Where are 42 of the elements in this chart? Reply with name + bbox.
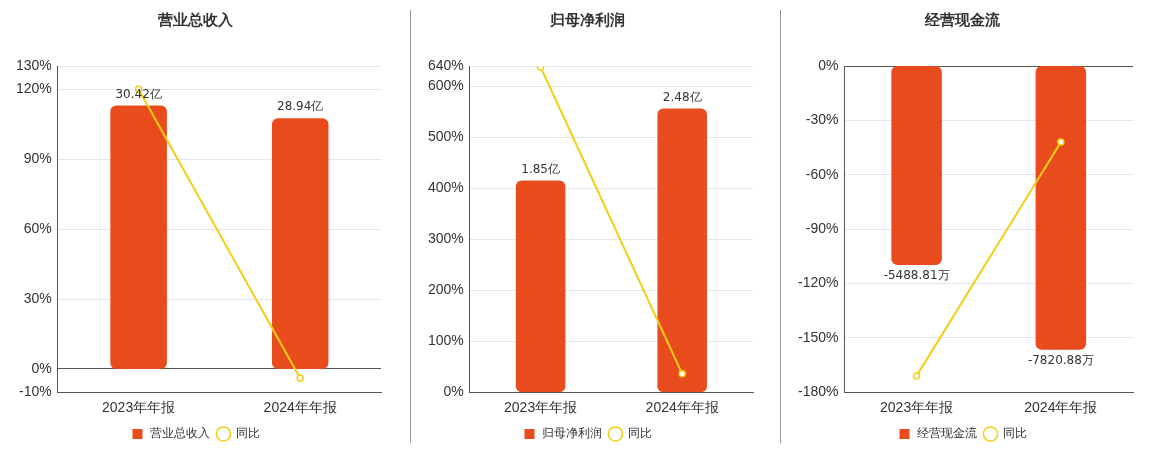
legend-label: 同比 (235, 426, 260, 441)
y-tick-label: 90% (23, 150, 52, 167)
y-tick-label: 100% (427, 332, 464, 349)
chart-title: 经营现金流 (924, 11, 1001, 29)
y-tick-label: -10% (19, 383, 52, 400)
y-tick-label: -180% (798, 383, 839, 400)
legend-label: 同比 (627, 426, 652, 441)
legend-label: 经营现金流 (916, 426, 977, 441)
data-label: 28.94亿 (277, 99, 324, 114)
x-tick-label: 2023年年报 (102, 399, 176, 416)
data-label: 2.48亿 (662, 89, 702, 104)
y-tick-label: 500% (427, 128, 464, 145)
y-tick-label: -150% (798, 328, 839, 345)
x-tick-label: 2023年年报 (880, 399, 954, 416)
x-tick-label: 2024年年报 (1024, 399, 1098, 416)
y-tick-label: 0% (818, 56, 839, 73)
data-label: -5488.81万 (883, 268, 950, 283)
legend-label: 营业总收入 (149, 426, 210, 441)
y-tick-label: 640% (427, 56, 464, 73)
y-tick-label: 400% (427, 179, 464, 196)
y-tick-label: 200% (427, 281, 464, 298)
legend-label: 归母净利润 (541, 426, 602, 441)
x-tick-label: 2023年年报 (504, 399, 578, 416)
y-tick-label: 0% (443, 383, 464, 400)
data-label: -7820.88万 (1027, 352, 1094, 367)
y-tick-label: -90% (805, 219, 839, 236)
chart-title: 营业总收入 (157, 11, 234, 29)
legend-label: 同比 (1002, 426, 1027, 441)
y-tick-label: 30% (23, 289, 52, 306)
y-tick-label: -60% (805, 165, 839, 182)
y-tick-label: 0% (31, 359, 52, 376)
data-label: 1.85亿 (521, 161, 560, 176)
y-tick-label: -30% (805, 111, 839, 128)
y-tick-label: 120% (15, 80, 52, 97)
y-tick-label: -120% (798, 274, 839, 291)
x-tick-label: 2024年年报 (263, 399, 337, 416)
y-tick-label: 600% (427, 77, 464, 94)
x-tick-label: 2024年年报 (645, 399, 719, 416)
y-tick-label: 130% (15, 56, 52, 73)
chart-title: 归母净利润 (549, 11, 625, 29)
y-tick-label: 60% (23, 219, 52, 236)
y-tick-label: 300% (427, 230, 464, 247)
